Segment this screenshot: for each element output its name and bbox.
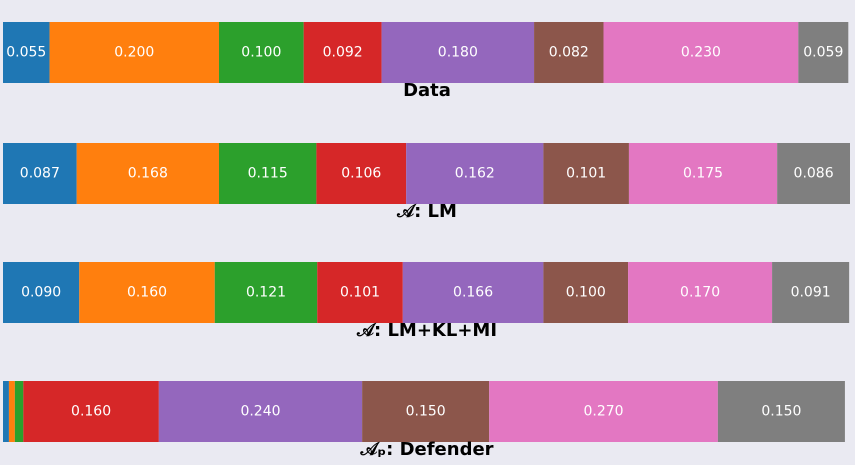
value-label: 0.200: [114, 45, 154, 61]
bar-segment: [402, 262, 544, 323]
value-label: 0.059: [803, 45, 843, 61]
value-label: 0.090: [21, 285, 61, 301]
value-label: 0.086: [794, 166, 834, 182]
value-label: 0.270: [583, 404, 623, 420]
bar-segment: [543, 143, 629, 204]
value-label: 0.166: [453, 285, 493, 301]
value-label: 0.150: [761, 404, 801, 420]
bar-segment: [76, 143, 219, 204]
bar-segment: [79, 262, 215, 323]
bar-segment: [158, 381, 363, 442]
bar-segment: [303, 22, 382, 83]
value-label: 0.230: [681, 45, 721, 61]
bar-segment: [317, 262, 403, 323]
bar-segment: [489, 381, 718, 442]
bar-segment: [14, 381, 24, 442]
value-label: 0.160: [127, 285, 167, 301]
row-label: 𝒜ₚ: Defender: [359, 439, 493, 460]
value-label: 0.168: [128, 166, 168, 182]
value-label: 0.082: [549, 45, 589, 61]
bar-segment: [603, 22, 799, 83]
bar-segment: [362, 381, 490, 442]
value-label: 0.055: [6, 45, 46, 61]
bar-segment: [214, 262, 318, 323]
bar-segment: [3, 143, 77, 204]
value-label: 0.240: [240, 404, 280, 420]
value-label: 0.175: [683, 166, 723, 182]
value-label: 0.100: [566, 285, 606, 301]
bar-segment: [218, 143, 317, 204]
bar-segment: [316, 143, 407, 204]
value-label: 0.160: [71, 404, 111, 420]
bar-segment: [3, 262, 80, 323]
bar-segment: [777, 143, 850, 204]
value-label: 0.091: [791, 285, 831, 301]
bar-segment: [798, 22, 849, 83]
value-label: 0.150: [406, 404, 446, 420]
row-label: 𝒜: LM+KL+MI: [356, 320, 497, 341]
bar-segment: [23, 381, 159, 442]
value-label: 0.092: [323, 45, 363, 61]
bar-segment: [543, 262, 629, 323]
bar-segment: [406, 143, 544, 204]
bar-segment: [8, 381, 15, 442]
bar-segment: [49, 22, 219, 83]
bar-segment: [3, 381, 9, 442]
value-label: 0.162: [455, 166, 495, 182]
bar-segment: [628, 143, 778, 204]
row-label: 𝒜: LM: [396, 201, 457, 222]
bar-segment: [772, 262, 850, 323]
value-label: 0.115: [248, 166, 288, 182]
bar-segment: [628, 262, 773, 323]
bar-segment: [218, 22, 304, 83]
value-label: 0.180: [438, 45, 478, 61]
bar-segment: [381, 22, 535, 83]
bar-segment: [3, 22, 50, 83]
row-label: Data: [403, 80, 451, 101]
value-label: 0.101: [340, 285, 380, 301]
value-label: 0.101: [566, 166, 606, 182]
value-label: 0.087: [20, 166, 60, 182]
value-label: 0.170: [680, 285, 720, 301]
value-label: 0.100: [241, 45, 281, 61]
bar-segment: [717, 381, 845, 442]
bar-segment: [534, 22, 604, 83]
value-label: 0.121: [246, 285, 286, 301]
value-label: 0.106: [341, 166, 381, 182]
